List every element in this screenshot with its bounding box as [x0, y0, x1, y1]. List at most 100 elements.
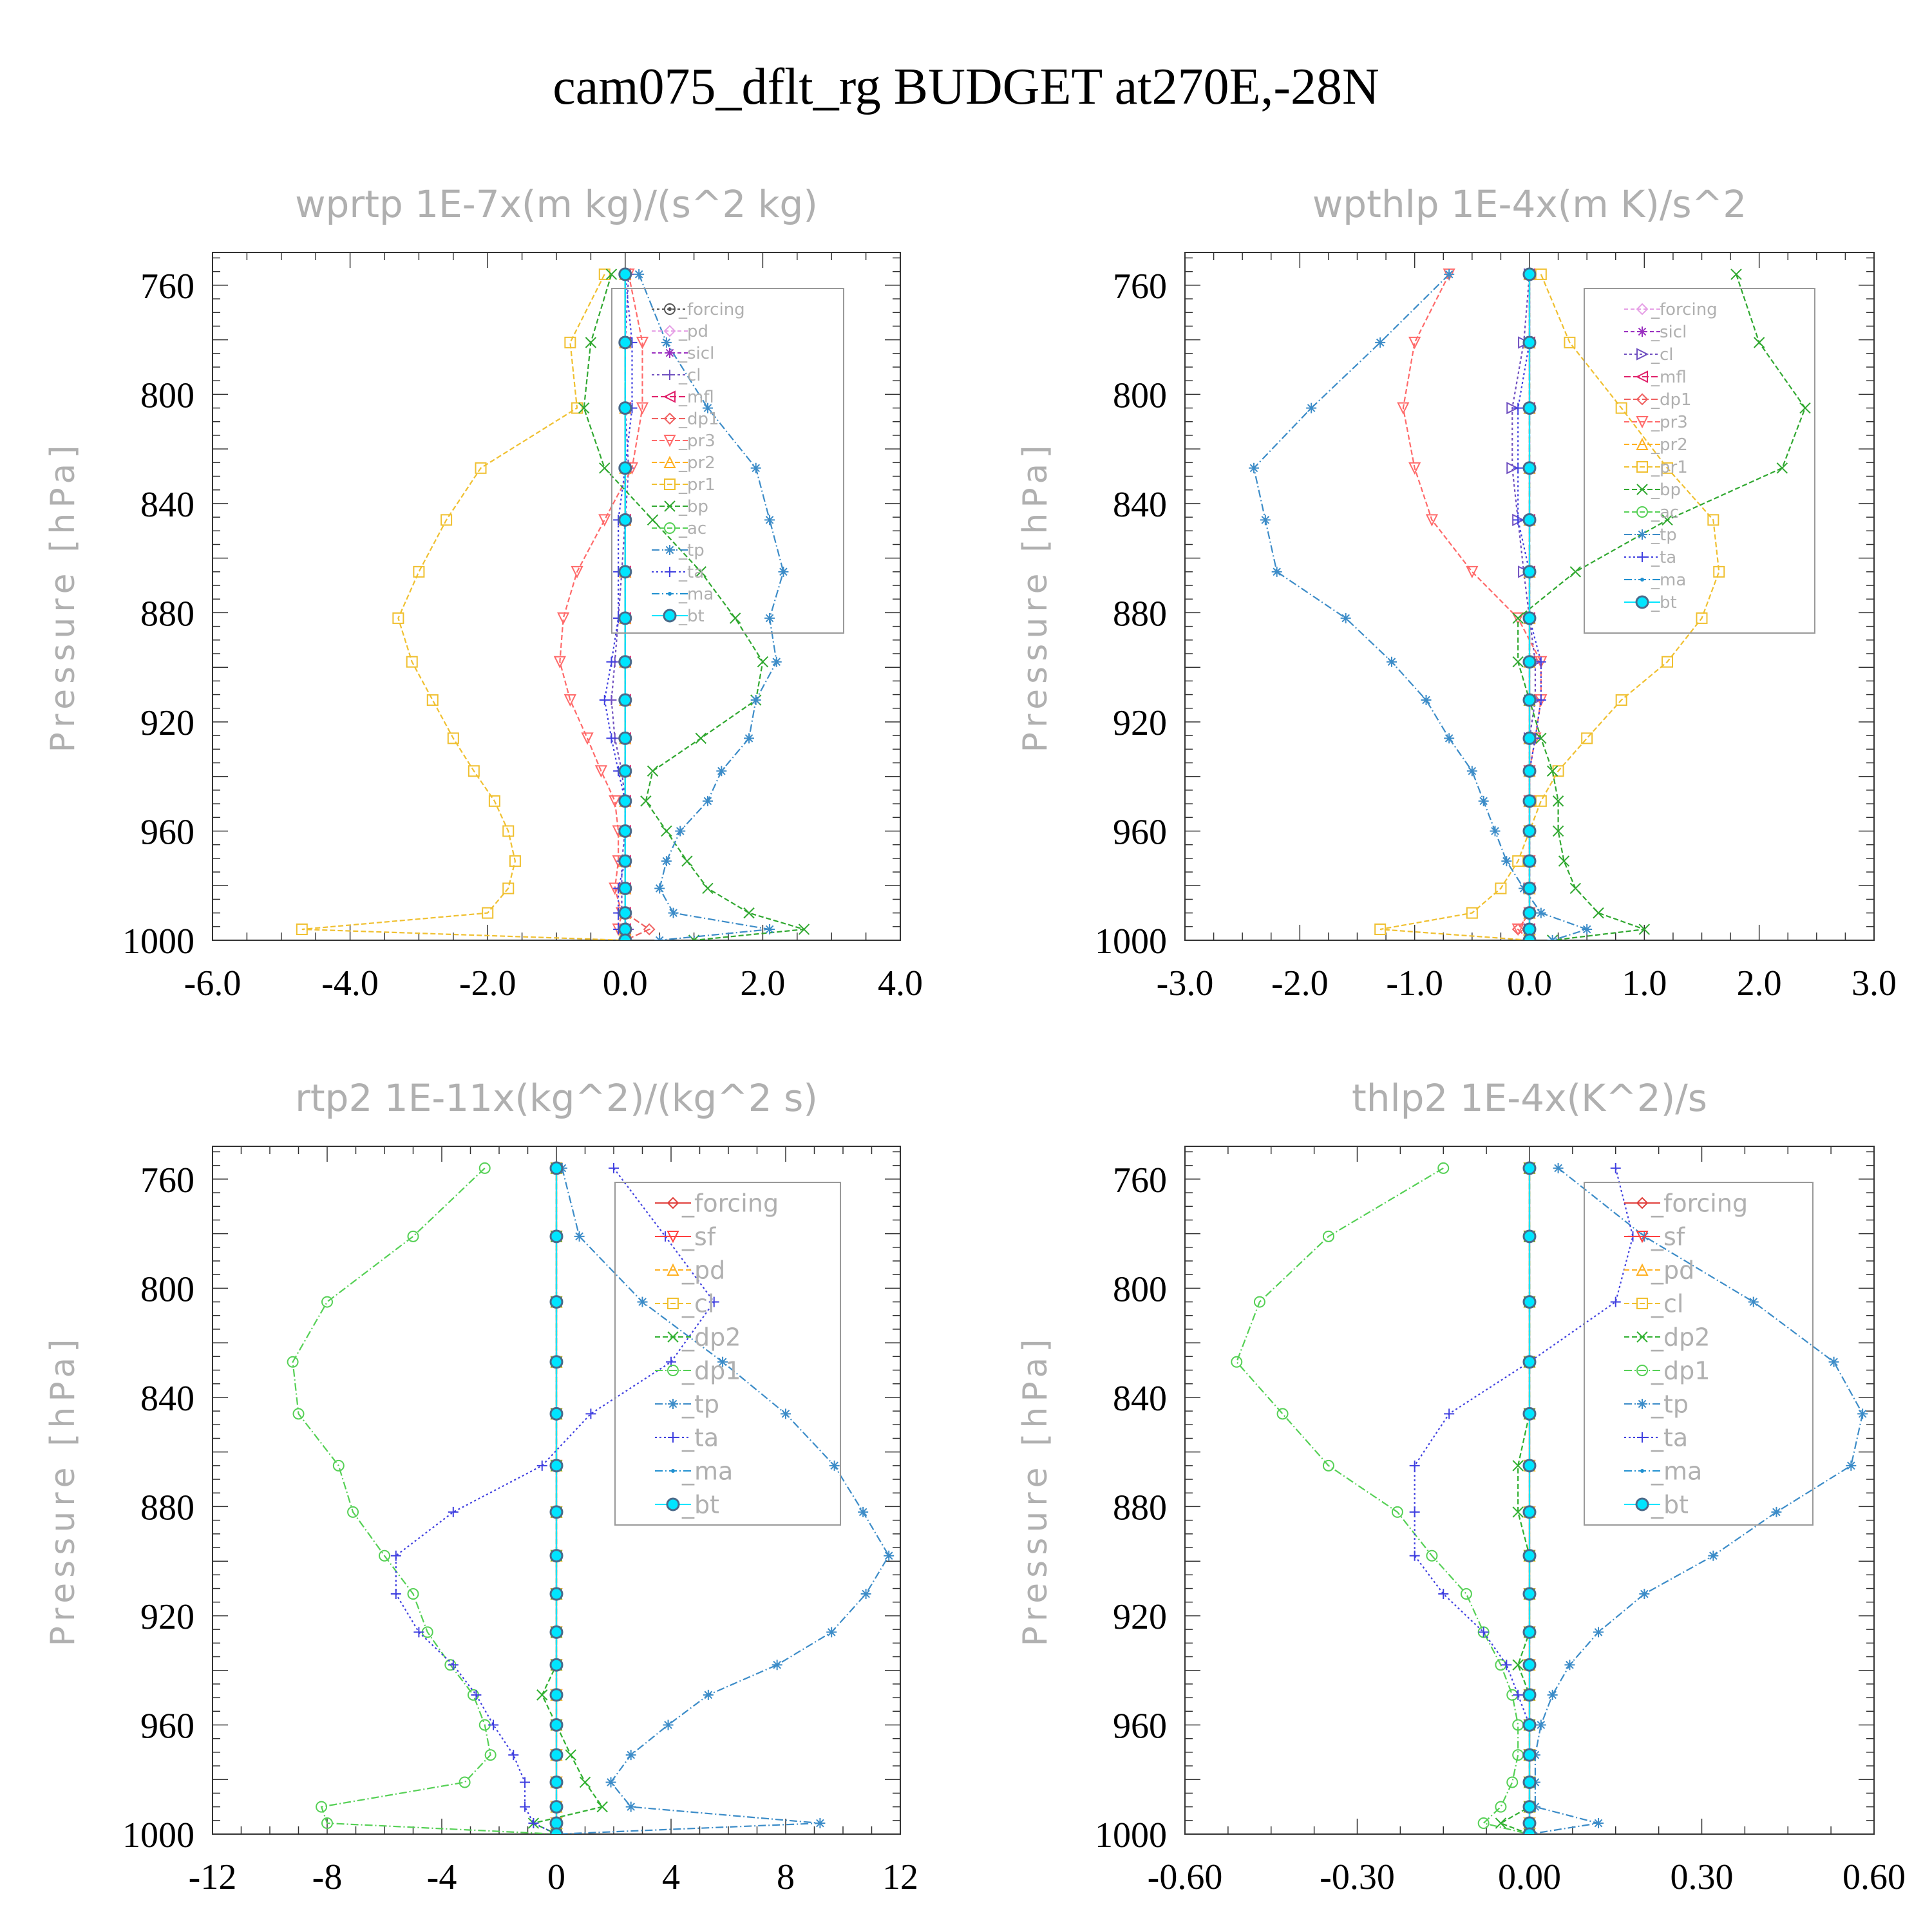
legend-label: _tp: [1651, 1390, 1689, 1418]
legend-label: _sf: [681, 1222, 717, 1251]
data-point: [643, 923, 656, 936]
data-point: [1522, 1355, 1537, 1369]
data-point: [1522, 1549, 1537, 1563]
series-bt: [549, 1161, 564, 1834]
data-point: [1553, 1162, 1564, 1173]
data-point: [1593, 1627, 1604, 1638]
series-dp1: [1231, 1162, 1535, 1834]
x-tick-label: -1.0: [1386, 963, 1443, 1003]
data-point: [1522, 1406, 1537, 1421]
data-point: [618, 881, 632, 895]
data-point: [1610, 1296, 1621, 1307]
legend-marker: [663, 390, 676, 403]
data-point: [750, 695, 761, 706]
legend-marker: [1636, 506, 1648, 518]
data-point: [618, 655, 632, 669]
legend-label: _ma: [1651, 571, 1686, 590]
data-point: [598, 514, 611, 527]
panel-title: wpthlp 1E-4x(m K)/s^2: [1312, 182, 1747, 226]
legend-marker: [666, 1497, 680, 1511]
data-point: [1615, 402, 1627, 414]
data-point: [549, 1625, 564, 1639]
data-point: [1501, 856, 1512, 867]
data-point: [484, 1749, 497, 1761]
series-ta: [390, 1162, 719, 1834]
data-point: [1391, 1506, 1403, 1518]
data-point: [772, 1660, 782, 1671]
data-point: [1535, 795, 1547, 807]
data-point: [1512, 1659, 1524, 1671]
data-point: [1799, 402, 1811, 414]
data-point: [549, 1549, 564, 1563]
series-line: [292, 1168, 557, 1834]
series-dp1: [287, 1162, 562, 1834]
data-point: [549, 1827, 564, 1834]
legend-label: _ta: [678, 563, 704, 582]
data-point: [1581, 732, 1593, 744]
y-tick-label: 1000: [1095, 922, 1167, 961]
data-point: [1409, 1506, 1420, 1517]
data-point: [1546, 765, 1558, 777]
data-point: [1522, 693, 1537, 707]
y-tick-label: 760: [140, 267, 194, 307]
data-point: [675, 826, 686, 837]
data-point: [468, 765, 480, 777]
data-point: [549, 1800, 564, 1814]
legend-box: [1584, 1182, 1814, 1526]
data-point: [771, 656, 782, 667]
data-point: [1425, 514, 1439, 527]
data-point: [1511, 612, 1524, 625]
x-tick-label: 3.0: [1852, 963, 1897, 1003]
data-point: [1662, 462, 1673, 474]
legend-marker: [1636, 348, 1649, 361]
data-point: [1397, 402, 1410, 415]
data-point: [549, 1355, 564, 1369]
legend-box: [611, 288, 844, 634]
legend: _forcing _pd _sicl _cl _mfl _dp1 _pr3_pr2_pr1 _…: [611, 288, 844, 634]
x-tick-label: -3.0: [1157, 963, 1214, 1003]
data-point: [379, 1549, 390, 1562]
series-tp: [1249, 269, 1593, 940]
legend-marker: [1636, 437, 1649, 450]
data-point: [536, 1460, 547, 1471]
data-point: [1522, 401, 1537, 415]
data-point: [1522, 881, 1537, 895]
data-point: [1495, 1801, 1507, 1813]
data-point: [744, 733, 755, 744]
data-point: [1506, 401, 1519, 415]
legend-label: _dp1: [678, 410, 719, 429]
x-tick-label: -2.0: [459, 963, 516, 1003]
x-tick-label: -8: [312, 1857, 343, 1897]
legend-label: _pd: [678, 322, 708, 341]
data-point: [1260, 515, 1271, 526]
data-point: [571, 565, 583, 579]
legend-box: [614, 1182, 841, 1526]
data-point: [1593, 907, 1604, 919]
data-point: [390, 1550, 401, 1561]
legend-label: _forcing: [1651, 1189, 1748, 1217]
data-point: [579, 1776, 591, 1788]
legend-marker: [667, 1263, 679, 1276]
y-tick-label: 840: [1113, 1379, 1167, 1419]
data-point: [1522, 1688, 1537, 1702]
legend-marker: [663, 435, 676, 448]
data-point: [1375, 337, 1386, 348]
data-point: [1615, 694, 1627, 706]
data-point: [708, 1296, 719, 1307]
legend-label: _dp1: [1651, 390, 1692, 410]
data-point: [287, 1356, 299, 1368]
legend-label: _cl: [681, 1289, 714, 1318]
data-point: [1522, 731, 1537, 745]
legend-label: _mfl: [1651, 368, 1687, 387]
series-line: [1253, 274, 1589, 940]
data-point: [1522, 1295, 1537, 1309]
legend-label: _pd: [1651, 1256, 1694, 1284]
y-tick-label: 1000: [1095, 1815, 1167, 1855]
legend-marker: [667, 1231, 679, 1244]
data-point: [618, 461, 632, 475]
data-point: [292, 1408, 305, 1420]
data-point: [661, 825, 672, 837]
data-point: [598, 268, 611, 280]
series-bp: [578, 269, 810, 940]
legend-label: _tp: [678, 541, 705, 560]
